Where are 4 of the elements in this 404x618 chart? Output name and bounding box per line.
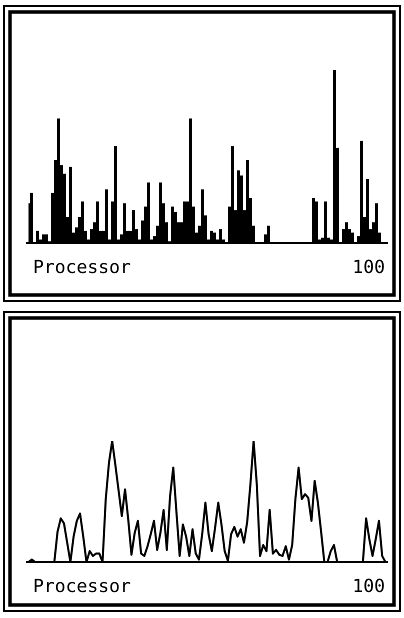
text: Processor (34, 260, 130, 274)
text: 100 (354, 260, 384, 274)
text: Processor (34, 578, 130, 592)
text: 100 (354, 578, 384, 592)
